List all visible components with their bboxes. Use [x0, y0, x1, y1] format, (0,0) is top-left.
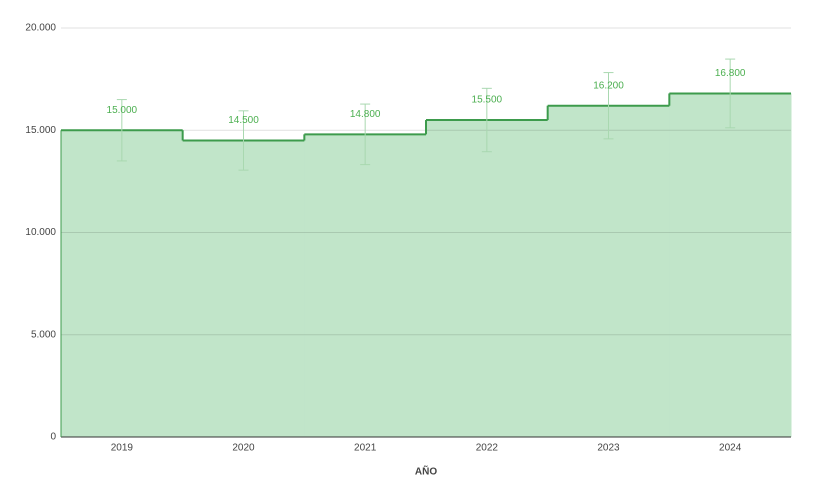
area	[547, 105, 670, 438]
data-label: 16.800	[715, 68, 746, 79]
x-tick-label: 2024	[719, 443, 742, 454]
area	[304, 134, 427, 437]
data-label: 15.500	[472, 95, 503, 106]
y-tick-label: 20.000	[25, 23, 56, 34]
area	[61, 130, 184, 437]
x-tick-label: 2021	[354, 443, 377, 454]
x-tick-label: 2023	[597, 443, 620, 454]
y-tick-label: 10.000	[25, 227, 56, 238]
x-axis-title: AÑO	[415, 465, 437, 478]
x-tick-label: 2019	[111, 443, 134, 454]
data-label: 16.200	[593, 80, 624, 91]
area	[426, 120, 549, 438]
data-label: 15.000	[107, 105, 138, 116]
data-label: 14.500	[228, 115, 259, 126]
y-tick-label: 15.000	[25, 125, 56, 136]
area	[182, 140, 305, 437]
data-label: 14.800	[350, 109, 381, 120]
y-tick-label: 0	[50, 432, 56, 443]
x-tick-label: 2022	[476, 443, 499, 454]
y-tick-label: 5.000	[31, 329, 56, 340]
area	[669, 93, 792, 437]
x-tick-label: 2020	[232, 443, 255, 454]
